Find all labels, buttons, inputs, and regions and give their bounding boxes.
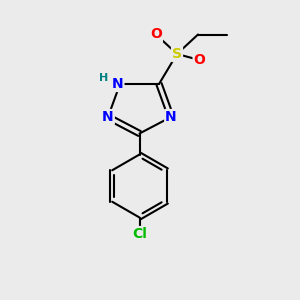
- Text: H: H: [99, 73, 108, 83]
- Text: N: N: [112, 77, 123, 91]
- Text: N: N: [165, 110, 177, 124]
- Text: Cl: Cl: [132, 227, 147, 241]
- Text: S: S: [172, 47, 182, 61]
- Text: O: O: [194, 53, 206, 67]
- Text: O: O: [150, 28, 162, 41]
- Text: N: N: [102, 110, 114, 124]
